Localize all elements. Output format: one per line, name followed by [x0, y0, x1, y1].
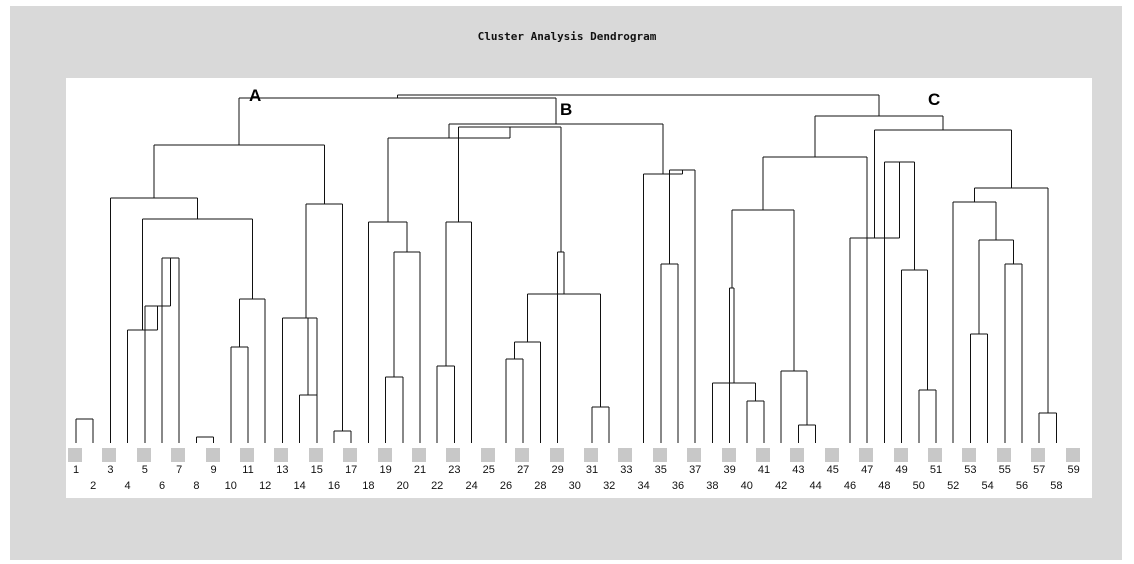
leaf-label: 28 — [534, 480, 547, 492]
leaf-strip — [240, 448, 254, 462]
leaf-label: 33 — [620, 464, 633, 476]
leaf-label: 52 — [947, 480, 960, 492]
leaf-label: 54 — [981, 480, 994, 492]
leaf-label: 38 — [706, 480, 719, 492]
leaf-label: 17 — [345, 464, 358, 476]
leaf-strip — [996, 448, 1011, 462]
leaf-label: 39 — [723, 464, 736, 476]
leaf-label: 16 — [327, 480, 341, 492]
leaf-label: 29 — [551, 464, 564, 476]
leaf-label: 49 — [895, 464, 908, 476]
leaf-strip — [652, 448, 667, 462]
leaf-label: 34 — [637, 480, 650, 492]
leaf-strip — [824, 448, 839, 462]
leaf-strip — [68, 448, 82, 462]
leaf-label: 24 — [465, 480, 478, 492]
leaf-label: 4 — [124, 480, 131, 492]
leaf-strip — [618, 448, 633, 462]
leaf-label: 31 — [585, 464, 599, 476]
leaf-label: 55 — [998, 464, 1011, 476]
group-label-c: C — [928, 90, 941, 109]
leaf-strip — [790, 448, 805, 462]
leaf-label: 48 — [878, 480, 891, 492]
leaf-strip — [446, 448, 461, 462]
leaf-strip — [205, 448, 220, 462]
leaf-label: 10 — [224, 480, 237, 492]
leaf-strip — [687, 448, 702, 462]
leaf-strip — [962, 448, 977, 462]
leaf-strip — [756, 448, 770, 462]
group-label-b: B — [560, 100, 573, 119]
leaf-label: 45 — [826, 464, 839, 476]
leaf-strip — [859, 448, 874, 462]
leaf-label: 14 — [293, 480, 306, 492]
leaf-strip — [1031, 448, 1046, 462]
leaf-label: 7 — [176, 464, 183, 476]
leaf-label: 13 — [276, 464, 289, 476]
leaf-label: 12 — [259, 480, 272, 492]
leaf-label: 56 — [1015, 480, 1029, 492]
leaf-strip — [721, 448, 736, 462]
leaf-label: 1 — [72, 464, 80, 476]
leaf-label: 44 — [809, 480, 822, 492]
leaf-label: 3 — [107, 464, 114, 476]
leaf-label: 41 — [757, 464, 771, 476]
leaf-label: 11 — [242, 464, 254, 476]
leaf-label: 50 — [912, 480, 925, 492]
leaf-label: 47 — [861, 464, 874, 476]
leaf-strip — [308, 448, 323, 462]
leaf-strip — [274, 448, 289, 462]
leaf-strip — [893, 448, 908, 462]
leaf-label: 19 — [379, 464, 392, 476]
leaf-strip — [343, 448, 358, 462]
leaf-label: 53 — [964, 464, 977, 476]
leaf-label: 15 — [310, 464, 323, 476]
leaf-strip — [480, 448, 495, 462]
leaf-label: 20 — [396, 480, 409, 492]
leaf-label: 51 — [929, 464, 943, 476]
leaf-label: 25 — [482, 464, 495, 476]
leaf-strip — [928, 448, 942, 462]
leaf-strip — [102, 448, 117, 462]
leaf-label: 5 — [141, 464, 148, 476]
leaf-label: 27 — [517, 464, 530, 476]
leaf-label: 59 — [1067, 464, 1080, 476]
leaf-strip — [412, 448, 426, 462]
leaf-strip — [377, 448, 392, 462]
chart-title: Cluster Analysis Dendrogram — [477, 30, 657, 43]
leaf-label: 2 — [90, 480, 97, 492]
leaf-strip — [136, 448, 151, 462]
leaf-label: 18 — [362, 480, 375, 492]
group-label-a: A — [249, 86, 262, 105]
leaf-label: 36 — [671, 480, 685, 492]
leaf-label: 8 — [193, 480, 200, 492]
dendrogram-panel: 1 2 3 4 5 6 7 8 9 10 11 12 13 14 15 16 17 18 19 20 21 22 23 24 2… — [66, 78, 1092, 498]
dendrogram-tree — [75, 94, 1057, 443]
leaf-label: 37 — [689, 464, 702, 476]
leaf-label: 6 — [158, 480, 166, 492]
leaf-label: 57 — [1033, 464, 1046, 476]
leaf-label: 32 — [603, 480, 616, 492]
leaf-strip — [171, 448, 186, 462]
leaf-strip — [549, 448, 564, 462]
leaf-label: 30 — [568, 480, 581, 492]
leaf-label: 58 — [1050, 480, 1063, 492]
leaf-label: 35 — [654, 464, 667, 476]
leaf-strip — [515, 448, 530, 462]
leaf-label: 22 — [431, 480, 444, 492]
leaf-label: 9 — [210, 464, 217, 476]
leaf-label: 21 — [413, 464, 427, 476]
leaf-strip — [584, 448, 598, 462]
leaf-label: 23 — [448, 464, 461, 476]
leaf-label: 46 — [843, 480, 857, 492]
leaf-label: 40 — [740, 480, 753, 492]
leaf-label: 26 — [499, 480, 513, 492]
leaf-label: 43 — [792, 464, 805, 476]
leaf-label: 42 — [775, 480, 788, 492]
leaf-strip — [1065, 448, 1080, 462]
